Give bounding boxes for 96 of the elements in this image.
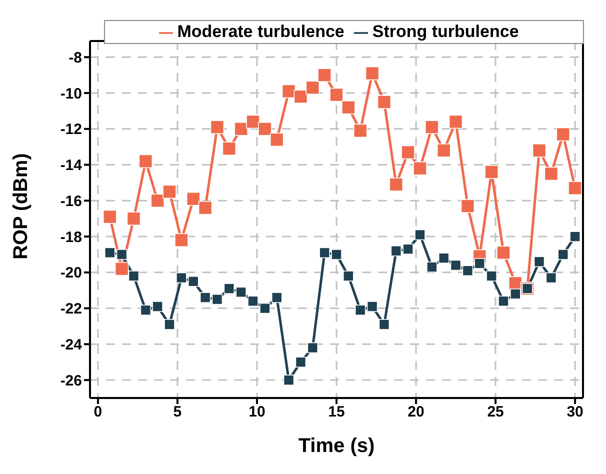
point [271, 292, 282, 303]
point [318, 68, 332, 82]
point [402, 244, 414, 254]
x-tick-label: 5 [173, 404, 182, 421]
point [556, 127, 570, 142]
point [448, 114, 463, 129]
x-tick-label: 0 [94, 404, 102, 421]
point [212, 294, 223, 305]
point [390, 245, 402, 256]
legend-label: Moderate turbulence [177, 22, 344, 41]
point [496, 246, 510, 260]
point [377, 95, 392, 109]
point [210, 120, 224, 134]
point [104, 247, 116, 258]
point [128, 270, 140, 282]
point [486, 270, 497, 282]
point [462, 265, 474, 276]
point [484, 165, 498, 179]
point [354, 304, 366, 316]
point [258, 122, 272, 136]
y-tick-label: -12 [60, 121, 82, 138]
point [294, 90, 308, 104]
y-tick-label: -18 [60, 228, 82, 246]
y-axis-title: ROP (dBm) [10, 153, 32, 260]
y-tick-label: -8 [68, 49, 82, 66]
point [389, 178, 404, 192]
x-tick-label: 25 [487, 404, 504, 421]
point [450, 260, 462, 271]
point [246, 114, 260, 129]
point [319, 247, 330, 258]
point [200, 292, 211, 303]
x-axis-title: Time (s) [298, 435, 375, 457]
point [425, 120, 439, 134]
y-tick-label: -22 [60, 300, 82, 318]
point [138, 154, 153, 168]
point [222, 142, 236, 156]
point [366, 301, 378, 312]
point [558, 249, 569, 260]
point [198, 200, 212, 215]
y-tick-label: -14 [60, 157, 83, 174]
x-tick-label: 10 [248, 404, 266, 421]
x-tick-label: 20 [408, 404, 424, 421]
point [544, 166, 558, 181]
point [378, 319, 390, 330]
point [460, 199, 475, 213]
point [353, 124, 368, 138]
point [152, 301, 163, 312]
legend-label: Strong turbulence [372, 22, 519, 41]
point [438, 252, 450, 264]
point [162, 184, 176, 199]
y-tick-label: -24 [60, 336, 83, 354]
point [414, 229, 426, 240]
point [186, 192, 200, 206]
point [426, 262, 438, 272]
point [498, 296, 509, 307]
point [331, 249, 342, 260]
point [295, 356, 306, 368]
y-tick-label: -26 [60, 372, 82, 390]
point [343, 270, 354, 282]
point [306, 80, 320, 95]
point [176, 272, 187, 284]
point [116, 249, 128, 260]
point [174, 233, 188, 248]
point [330, 88, 344, 102]
point [126, 212, 141, 226]
point [568, 181, 582, 196]
point [234, 122, 248, 136]
point [474, 258, 486, 269]
y-tick-label: -16 [60, 192, 82, 210]
point [150, 194, 164, 208]
y-tick-label: -10 [60, 85, 82, 102]
point [270, 132, 284, 147]
point [570, 231, 580, 242]
point [102, 210, 117, 224]
point [546, 272, 557, 284]
point [510, 288, 521, 300]
point [260, 302, 270, 314]
point [532, 144, 546, 158]
point [413, 161, 427, 176]
point [534, 256, 545, 268]
point [140, 304, 152, 316]
point [236, 286, 246, 298]
point [114, 262, 129, 276]
y-tick-label: -20 [60, 264, 82, 282]
point [401, 145, 415, 160]
point [164, 319, 175, 330]
point [224, 283, 235, 294]
x-tick-label: 15 [328, 404, 345, 421]
point [365, 66, 380, 80]
point [436, 144, 451, 158]
point [307, 342, 318, 354]
point [248, 296, 258, 307]
point [188, 276, 199, 287]
x-tick-label: 30 [566, 404, 584, 421]
point [283, 374, 294, 386]
point [342, 100, 356, 114]
